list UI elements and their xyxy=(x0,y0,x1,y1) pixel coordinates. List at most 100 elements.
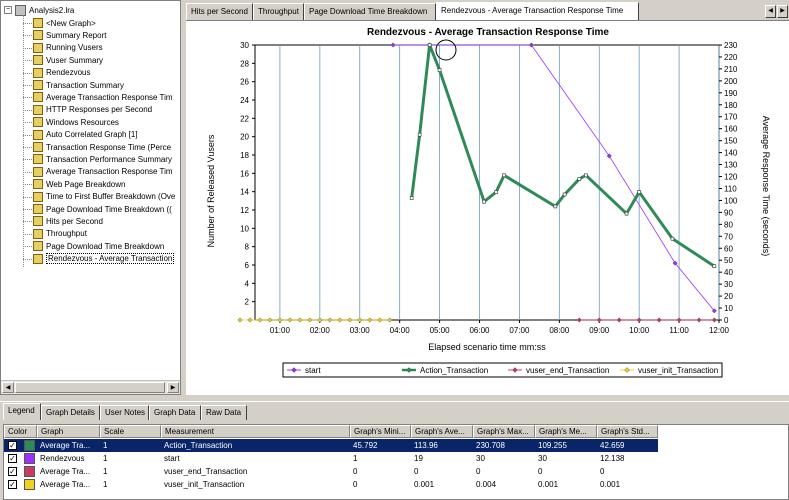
tree-item-label: <New Graph> xyxy=(46,18,96,28)
x-tick-label: 09:00 xyxy=(589,326,610,335)
tree-guide-branch xyxy=(23,72,32,74)
legend-label: vuser_init_Transaction xyxy=(638,366,718,375)
tree-item[interactable]: Running Vusers xyxy=(33,42,103,54)
tree-item[interactable]: Transaction Performance Summary xyxy=(33,153,172,165)
graph-icon xyxy=(33,216,43,227)
tree-item[interactable]: Hits per Second xyxy=(33,215,103,227)
color-swatch[interactable] xyxy=(24,479,35,490)
tab-page-download[interactable]: Page Download Time Breakdown xyxy=(304,3,436,20)
col-graph[interactable]: Graph xyxy=(37,425,100,438)
data-point xyxy=(327,317,333,323)
data-point xyxy=(482,199,486,204)
row-visible-checkbox[interactable]: ✓ xyxy=(8,441,17,450)
cell-graph: Rendezvous xyxy=(40,454,85,463)
tree-item[interactable]: Rendezvous - Average Transaction xyxy=(33,253,175,265)
row-visible-checkbox[interactable]: ✓ xyxy=(8,454,17,463)
scroll-thumb[interactable] xyxy=(15,382,165,393)
data-point xyxy=(427,43,432,47)
tree-item[interactable]: Windows Resources xyxy=(33,116,119,128)
cell-measurement: vuser_end_Transaction xyxy=(164,467,248,476)
row-visible-checkbox[interactable]: ✓ xyxy=(8,467,17,476)
tree-item[interactable]: Average Transaction Response Tim xyxy=(33,91,173,103)
col-min[interactable]: Graph's Mini... xyxy=(350,425,411,438)
tree-item[interactable]: Transaction Response Time (Perce xyxy=(33,141,171,153)
tree-guide-branch xyxy=(23,233,32,235)
chart[interactable]: Rendezvous - Average Transaction Respons… xyxy=(186,21,789,396)
data-point xyxy=(712,264,717,268)
tab-graph-data[interactable]: Graph Data xyxy=(149,405,201,420)
scroll-left-icon[interactable]: ◀ xyxy=(2,382,14,393)
tree-item[interactable]: Summary Report xyxy=(33,29,106,41)
row-visible-checkbox[interactable]: ✓ xyxy=(8,480,17,489)
color-swatch[interactable] xyxy=(24,440,35,451)
tree-item[interactable]: Page Download Time Breakdown (( xyxy=(33,203,172,215)
cell-graph: Average Tra... xyxy=(40,480,91,489)
tree-item[interactable]: Transaction Summary xyxy=(33,79,124,91)
y-left-tick-label: 8 xyxy=(245,243,250,252)
expand-icon[interactable]: − xyxy=(4,6,12,14)
y-left-tick-label: 26 xyxy=(240,78,249,87)
tree-item[interactable]: Average Transaction Response Tim xyxy=(33,166,173,178)
data-point xyxy=(670,236,675,241)
tree-guide-branch xyxy=(23,47,32,49)
tree-item-label: Rendezvous xyxy=(46,68,91,78)
graph-icon xyxy=(33,228,43,239)
tree-item-label: Average Transaction Response Tim xyxy=(46,167,173,177)
tree-item[interactable]: HTTP Responses per Second xyxy=(33,104,152,116)
tree-guide-branch xyxy=(23,35,32,37)
table-row[interactable]: ✓ Average Tra... 1 vuser_end_Transaction 0 0 0… xyxy=(4,465,658,478)
tree-item[interactable]: Auto Correlated Graph [1] xyxy=(33,129,138,141)
x-tick-label: 10:00 xyxy=(629,326,650,335)
tree-item[interactable]: Rendezvous xyxy=(33,67,90,79)
table-row[interactable]: ✓ Average Tra... 1 Action_Transaction 45.792… xyxy=(4,439,658,452)
tab-hits-per-second[interactable]: Hits per Second xyxy=(186,3,253,20)
tab-raw-data[interactable]: Raw Data xyxy=(201,405,247,420)
y-left-tick-label: 4 xyxy=(245,279,250,288)
col-measurement[interactable]: Measurement xyxy=(161,425,350,438)
tab-scroll-right-icon[interactable]: ▶ xyxy=(777,5,788,18)
tab-user-notes[interactable]: User Notes xyxy=(100,405,149,420)
horizontal-scrollbar[interactable]: ◀ ▶ xyxy=(1,380,180,394)
tree-root[interactable]: − Analysis2.lra xyxy=(4,4,74,16)
tree-guide-branch xyxy=(23,258,32,260)
data-point xyxy=(237,317,243,323)
cell-scale: 1 xyxy=(103,441,108,450)
color-swatch[interactable] xyxy=(24,466,35,477)
tree-item[interactable]: Page Download Time Breakdown xyxy=(33,240,164,252)
tree-guide-branch xyxy=(23,109,32,111)
tab-throughput[interactable]: Throughput xyxy=(253,3,304,20)
tree-item[interactable]: Web Page Breakdown xyxy=(33,178,125,190)
cell-min: 1 xyxy=(353,454,358,463)
tree-item-label: Running Vusers xyxy=(46,43,103,53)
table-row[interactable]: ✓ Average Tra... 1 vuser_init_Transaction 0 0… xyxy=(4,478,658,491)
x-axis-label: Elapsed scenario time mm:ss xyxy=(428,342,546,352)
tree-item[interactable]: Vuser Summary xyxy=(33,54,103,66)
tab-legend[interactable]: Legend xyxy=(3,403,41,420)
table-row[interactable]: ✓ Rendezvous 1 start 1 19 30 30 12.138 xyxy=(4,452,658,465)
tab-rendezvous-response-time[interactable]: Rendezvous - Average Transaction Respons… xyxy=(436,2,639,21)
tree-item-label: Page Download Time Breakdown xyxy=(46,241,165,251)
graph-icon xyxy=(33,80,43,90)
tree-item[interactable]: Time to First Buffer Breakdown (Ove xyxy=(33,191,175,203)
graph-area[interactable]: Rendezvous - Average Transaction Respons… xyxy=(186,20,789,395)
col-median[interactable]: Graph's Me... xyxy=(535,425,597,438)
col-scale[interactable]: Scale xyxy=(100,425,161,438)
col-color[interactable]: Color xyxy=(4,425,37,438)
pane-splitter[interactable] xyxy=(181,0,186,395)
session-tree[interactable]: − Analysis2.lra <New Graph> Summary Repor… xyxy=(0,0,181,395)
cell-avg: 19 xyxy=(414,454,423,463)
tab-scroll-left-icon[interactable]: ◀ xyxy=(765,5,776,18)
tree-item[interactable]: <New Graph> xyxy=(33,17,96,29)
color-swatch[interactable] xyxy=(24,453,35,464)
col-max[interactable]: Graph's Max... xyxy=(473,425,535,438)
cell-std: 12.138 xyxy=(600,454,625,463)
col-avg[interactable]: Graph's Ave... xyxy=(411,425,473,438)
tree-item-label: Hits per Second xyxy=(46,216,103,226)
tree-guide-branch xyxy=(23,209,32,210)
tree-item[interactable]: Throughput xyxy=(33,228,87,240)
cell-min: 0 xyxy=(353,467,358,476)
scroll-right-icon[interactable]: ▶ xyxy=(167,382,179,393)
legend-table[interactable]: Color Graph Scale Measurement Graph's Mi… xyxy=(3,424,789,500)
tab-graph-details[interactable]: Graph Details xyxy=(41,405,100,420)
col-std[interactable]: Graph's Std... xyxy=(597,425,658,438)
